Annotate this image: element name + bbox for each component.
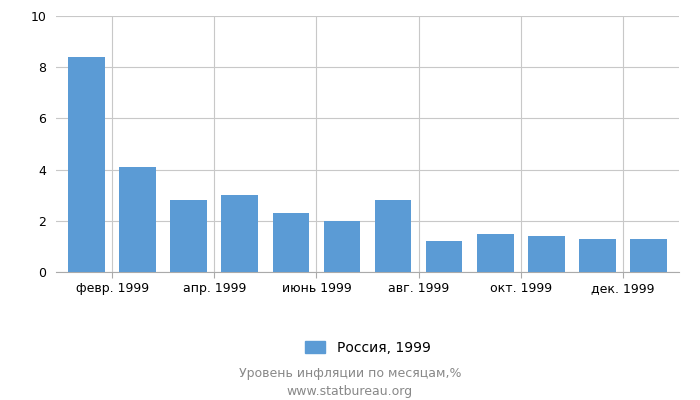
Text: Уровень инфляции по месяцам,%: Уровень инфляции по месяцам,% [239, 368, 461, 380]
Bar [630, 239, 666, 272]
Bar [221, 195, 258, 272]
Bar [272, 213, 309, 272]
Bar [119, 167, 156, 272]
Bar [170, 200, 207, 272]
Bar [477, 234, 514, 272]
Text: www.statbureau.org: www.statbureau.org [287, 386, 413, 398]
Bar [69, 57, 105, 272]
Legend: Россия, 1999: Россия, 1999 [299, 335, 436, 360]
Bar [323, 221, 360, 272]
Bar [426, 241, 463, 272]
Bar [528, 236, 565, 272]
Bar [579, 239, 616, 272]
Bar [374, 200, 412, 272]
